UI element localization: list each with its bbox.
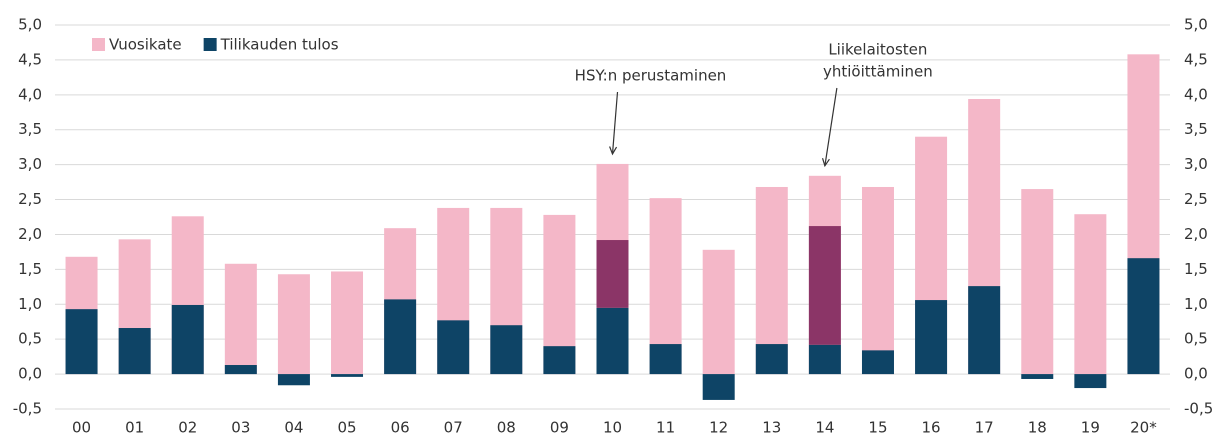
bar <box>808 344 841 375</box>
y-tick-label: 1,0 <box>18 295 42 313</box>
y2-tick-label: 4,0 <box>1184 85 1208 103</box>
y2-tick-label: 0,0 <box>1184 365 1208 383</box>
bar <box>224 365 257 375</box>
x-tick-label: 01 <box>125 419 144 437</box>
y2-tick-label: 3,5 <box>1184 120 1208 138</box>
y2-tick-label: 2,5 <box>1184 190 1208 208</box>
annotation-arrowhead <box>821 157 830 168</box>
bar <box>915 300 948 375</box>
y2-tick-label: 1,0 <box>1184 295 1208 313</box>
bar <box>224 263 257 375</box>
x-tick-label: 05 <box>337 419 356 437</box>
y2-tick-label: 2,0 <box>1184 225 1208 243</box>
bar <box>1021 374 1054 379</box>
bar <box>277 274 310 375</box>
bar <box>490 325 523 375</box>
bar <box>808 226 841 345</box>
x-tick-label: 11 <box>656 419 675 437</box>
x-tick-label: 09 <box>550 419 569 437</box>
legend-label: Vuosikate <box>109 36 182 54</box>
y-tick-label: 0,5 <box>18 330 42 348</box>
x-tick-label: 03 <box>231 419 250 437</box>
y-tick-label: 1,5 <box>18 260 42 278</box>
y-tick-label: 4,0 <box>18 85 42 103</box>
y-tick-label: 2,0 <box>18 225 42 243</box>
annotation: Liikelaitosten <box>828 41 927 59</box>
y-tick-label: 0,0 <box>18 365 42 383</box>
y2-tick-label: 0,5 <box>1184 330 1208 348</box>
x-tick-label: 07 <box>444 419 463 437</box>
bar <box>861 350 894 375</box>
x-tick-label: 14 <box>815 419 834 437</box>
y-tick-label: -0,5 <box>13 400 42 418</box>
y2-tick-label: 3,0 <box>1184 155 1208 173</box>
x-tick-label: 16 <box>922 419 941 437</box>
annotation-arrow <box>611 91 619 154</box>
bar <box>596 240 629 308</box>
bar <box>277 374 310 386</box>
y-tick-label: 3,5 <box>18 120 42 138</box>
bar <box>384 299 417 375</box>
x-tick-label: 15 <box>868 419 887 437</box>
bar <box>331 271 364 375</box>
x-tick-label: 02 <box>178 419 197 437</box>
bar <box>649 344 682 375</box>
bar <box>118 328 151 375</box>
x-tick-label: 04 <box>284 419 303 437</box>
y2-tick-label: -0,5 <box>1184 400 1213 418</box>
x-tick-label: 17 <box>975 419 994 437</box>
bar <box>1074 214 1107 375</box>
bar <box>1021 189 1054 375</box>
legend-swatch <box>92 38 105 51</box>
bar <box>861 186 894 375</box>
annotation-arrow <box>824 87 838 166</box>
x-tick-label: 19 <box>1081 419 1100 437</box>
x-tick-label: 20* <box>1130 419 1157 437</box>
bar <box>1127 258 1160 375</box>
bar <box>755 344 788 375</box>
annotation-arrowhead <box>609 146 618 156</box>
bar <box>331 374 364 377</box>
legend-swatch <box>203 38 217 51</box>
y-tick-label: 3,0 <box>18 155 42 173</box>
y-tick-label: 5,0 <box>18 16 42 34</box>
x-tick-label: 18 <box>1028 419 1047 437</box>
y2-tick-label: 4,5 <box>1184 50 1208 68</box>
y2-tick-label: 1,5 <box>1184 260 1208 278</box>
annotation: HSY:n perustaminen <box>575 67 727 85</box>
bar <box>702 249 735 375</box>
y-tick-label: 4,5 <box>18 50 42 68</box>
bar <box>437 320 470 375</box>
x-tick-label: 08 <box>497 419 516 437</box>
x-tick-label: 06 <box>391 419 410 437</box>
bar <box>171 304 204 375</box>
bar <box>702 374 735 400</box>
y2-tick-label: 5,0 <box>1184 16 1208 34</box>
bar <box>755 186 788 375</box>
bar <box>596 307 629 375</box>
x-tick-label: 00 <box>72 419 91 437</box>
legend-label: Tilikauden tulos <box>220 36 339 54</box>
annotation: yhtiöittäminen <box>823 63 933 81</box>
x-tick-label: 12 <box>709 419 728 437</box>
bar <box>1074 374 1107 389</box>
x-tick-label: 13 <box>762 419 781 437</box>
bar <box>968 286 1001 375</box>
x-tick-label: 10 <box>603 419 622 437</box>
bar <box>65 309 98 375</box>
bar <box>543 346 576 375</box>
y-tick-label: 2,5 <box>18 190 42 208</box>
